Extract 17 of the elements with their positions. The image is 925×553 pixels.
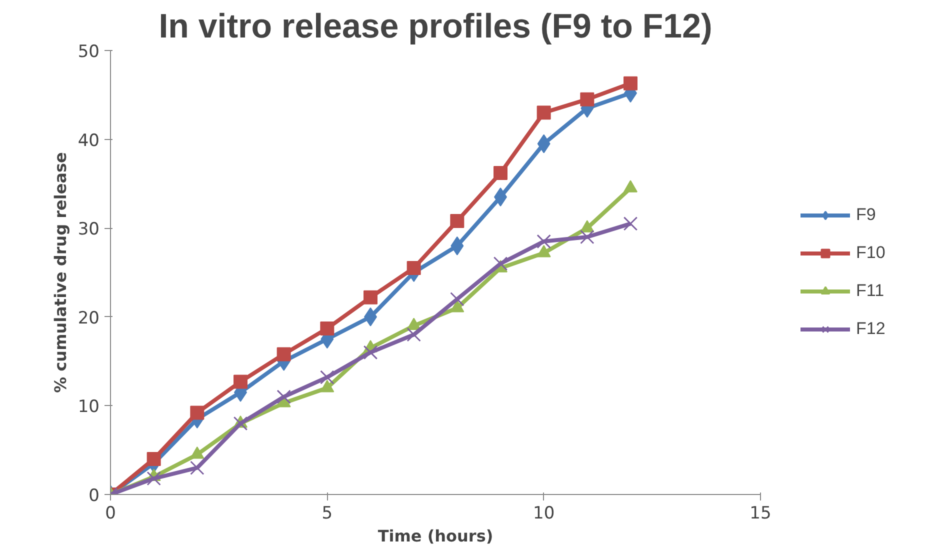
x-tick-label: 15 <box>750 504 772 524</box>
y-axis-title: % cumulative drug release <box>50 152 70 393</box>
y-tick-label: 50 <box>78 42 100 62</box>
x-tick-label: 0 <box>105 504 116 524</box>
legend-label: F10 <box>856 243 886 263</box>
chart-title: In vitro release profiles (F9 to F12) <box>158 8 712 46</box>
x-tick-label: 5 <box>322 504 333 524</box>
legend-label: F9 <box>856 205 876 225</box>
x-tick-label: 10 <box>533 504 555 524</box>
y-tick-label: 40 <box>78 130 100 151</box>
y-tick-label: 30 <box>78 220 100 240</box>
legend-label: F11 <box>856 281 884 301</box>
y-tick-label: 20 <box>78 308 100 328</box>
y-tick-label: 10 <box>78 397 100 418</box>
x-axis-title: Time (hours) <box>378 526 494 546</box>
legend-label: F12 <box>856 319 886 339</box>
y-tick-label: 0 <box>88 486 100 506</box>
